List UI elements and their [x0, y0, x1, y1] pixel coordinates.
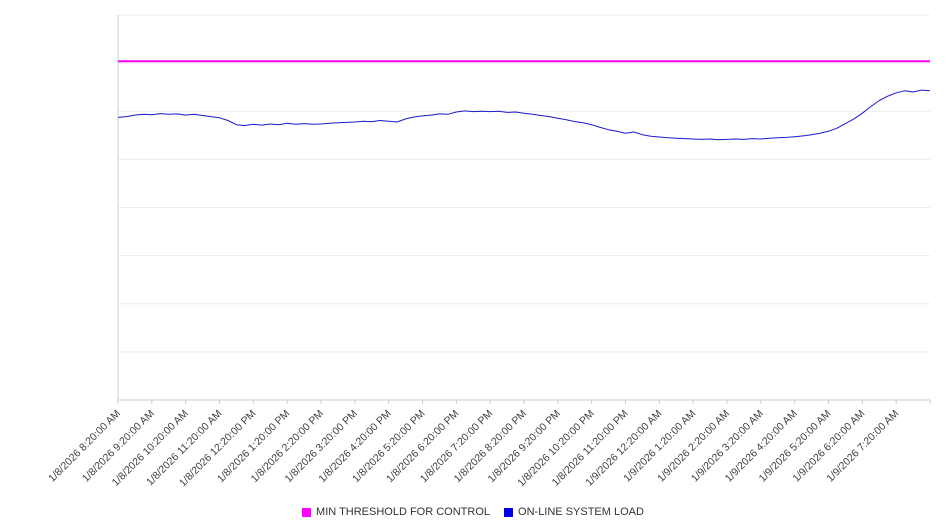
system-load-legend-label: ON-LINE SYSTEM LOAD — [518, 506, 644, 518]
system-load-swatch-icon — [504, 507, 514, 517]
min-threshold-swatch-icon — [302, 507, 312, 517]
line-chart-plot: 1/8/2026 8:20:00 AM1/8/2026 9:20:00 AM1/… — [46, 14, 931, 489]
legend-item-min-threshold: MIN THRESHOLD FOR CONTROL — [302, 506, 490, 518]
legend-item-system-load: ON-LINE SYSTEM LOAD — [504, 506, 644, 518]
chart-legend: MIN THRESHOLD FOR CONTROL ON-LINE SYSTEM… — [0, 506, 946, 518]
system-load-line — [117, 89, 931, 141]
min-threshold-legend-label: MIN THRESHOLD FOR CONTROL — [316, 506, 491, 518]
